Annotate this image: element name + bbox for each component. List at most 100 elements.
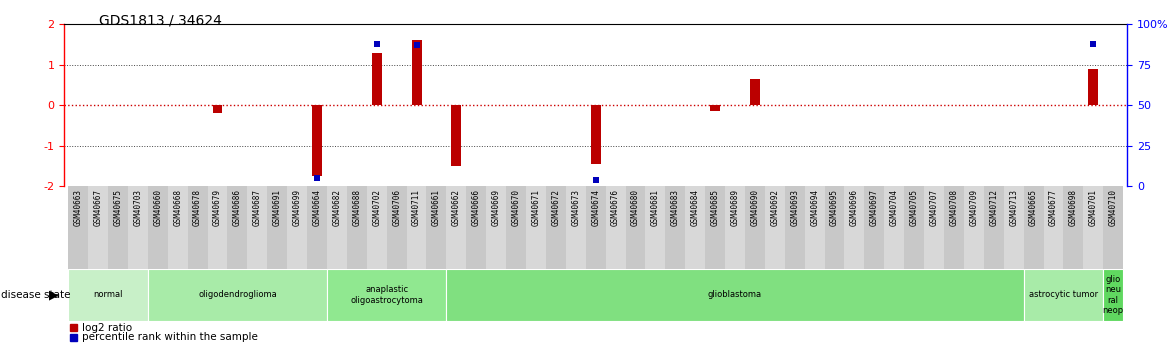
Bar [168, 186, 188, 310]
Bar [312, 105, 322, 176]
Text: astrocytic tumor: astrocytic tumor [1029, 290, 1098, 299]
Text: disease state: disease state [1, 290, 71, 300]
Text: GSM40675: GSM40675 [113, 189, 123, 226]
Bar [267, 186, 287, 310]
Bar [904, 186, 924, 310]
Bar [710, 105, 721, 111]
Text: GSM40673: GSM40673 [571, 189, 580, 226]
Bar [825, 186, 844, 310]
Bar [964, 186, 983, 310]
Text: GSM40707: GSM40707 [930, 189, 939, 226]
Bar [785, 186, 805, 310]
Text: GSM40710: GSM40710 [1108, 189, 1118, 226]
Text: GSM40697: GSM40697 [870, 189, 878, 226]
Text: GSM40661: GSM40661 [432, 189, 442, 226]
Bar [591, 105, 600, 164]
Text: normal: normal [93, 290, 123, 299]
Bar [944, 186, 964, 310]
Bar [565, 186, 585, 310]
Text: GSM40688: GSM40688 [353, 189, 361, 226]
Text: oligodendroglioma: oligodendroglioma [199, 290, 277, 299]
Bar [725, 186, 745, 310]
Text: GSM40698: GSM40698 [1069, 189, 1078, 226]
Bar [1043, 186, 1063, 310]
Bar [884, 186, 904, 310]
Text: GSM40687: GSM40687 [252, 189, 262, 226]
Text: GSM40681: GSM40681 [651, 189, 660, 226]
Bar [68, 186, 88, 310]
Bar [287, 186, 307, 310]
Text: GSM40713: GSM40713 [1009, 189, 1018, 226]
Bar [983, 186, 1003, 310]
Text: GSM40677: GSM40677 [1049, 189, 1058, 226]
Text: GDS1813 / 34624: GDS1813 / 34624 [99, 14, 222, 28]
Text: GSM40678: GSM40678 [193, 189, 202, 226]
Text: GSM40666: GSM40666 [472, 189, 481, 226]
Bar [1104, 269, 1124, 321]
Bar [864, 186, 884, 310]
Text: GSM40695: GSM40695 [830, 189, 839, 226]
Bar [70, 334, 77, 341]
Bar [526, 186, 545, 310]
Text: GSM40711: GSM40711 [412, 189, 420, 226]
Text: GSM40693: GSM40693 [791, 189, 799, 226]
Bar [1023, 186, 1043, 310]
Text: glio
neu
ral
neop: glio neu ral neop [1103, 275, 1124, 315]
Bar [745, 186, 765, 310]
Bar [646, 186, 666, 310]
Bar [228, 186, 248, 310]
Text: GSM40696: GSM40696 [850, 189, 858, 226]
Text: GSM40699: GSM40699 [293, 189, 301, 226]
Text: GSM40682: GSM40682 [333, 189, 341, 226]
Text: GSM40676: GSM40676 [611, 189, 620, 226]
Text: anaplastic
oligoastrocytoma: anaplastic oligoastrocytoma [350, 285, 423, 305]
Text: GSM40694: GSM40694 [811, 189, 819, 226]
Bar [446, 269, 1023, 321]
Bar [347, 186, 367, 310]
Bar [765, 186, 785, 310]
Bar [626, 186, 646, 310]
Bar [148, 186, 168, 310]
Bar [406, 186, 426, 310]
Text: GSM40683: GSM40683 [670, 189, 680, 226]
Bar [213, 105, 222, 112]
Bar [128, 186, 148, 310]
Text: GSM40686: GSM40686 [232, 189, 242, 226]
Text: GSM40708: GSM40708 [950, 189, 959, 226]
Text: GSM40685: GSM40685 [710, 189, 719, 226]
Text: GSM40704: GSM40704 [890, 189, 898, 226]
Text: GSM40662: GSM40662 [452, 189, 461, 226]
Text: percentile rank within the sample: percentile rank within the sample [82, 332, 257, 342]
Bar [1063, 186, 1084, 310]
Text: GSM40712: GSM40712 [989, 189, 999, 226]
Text: GSM40660: GSM40660 [153, 189, 162, 226]
Bar [1104, 186, 1124, 310]
Bar [148, 269, 327, 321]
Bar [924, 186, 944, 310]
Text: GSM40702: GSM40702 [373, 189, 381, 226]
Text: GSM40663: GSM40663 [74, 189, 83, 226]
Bar [585, 186, 606, 310]
Bar [451, 105, 461, 166]
Bar [545, 186, 565, 310]
Text: GSM40690: GSM40690 [750, 189, 759, 226]
Bar [426, 186, 446, 310]
Text: GSM40672: GSM40672 [551, 189, 561, 226]
Bar [70, 324, 77, 331]
Text: GSM40701: GSM40701 [1089, 189, 1098, 226]
Text: GSM40671: GSM40671 [531, 189, 541, 226]
Text: GSM40670: GSM40670 [512, 189, 521, 226]
Bar [107, 186, 128, 310]
Text: glioblastoma: glioblastoma [708, 290, 762, 299]
Bar [844, 186, 864, 310]
Bar [248, 186, 267, 310]
Bar [686, 186, 705, 310]
Text: GSM40709: GSM40709 [969, 189, 979, 226]
Bar [327, 269, 446, 321]
Text: GSM40669: GSM40669 [492, 189, 501, 226]
Bar [466, 186, 486, 310]
Bar [805, 186, 825, 310]
Text: GSM40668: GSM40668 [173, 189, 182, 226]
Bar [750, 79, 760, 105]
Bar [188, 186, 208, 310]
